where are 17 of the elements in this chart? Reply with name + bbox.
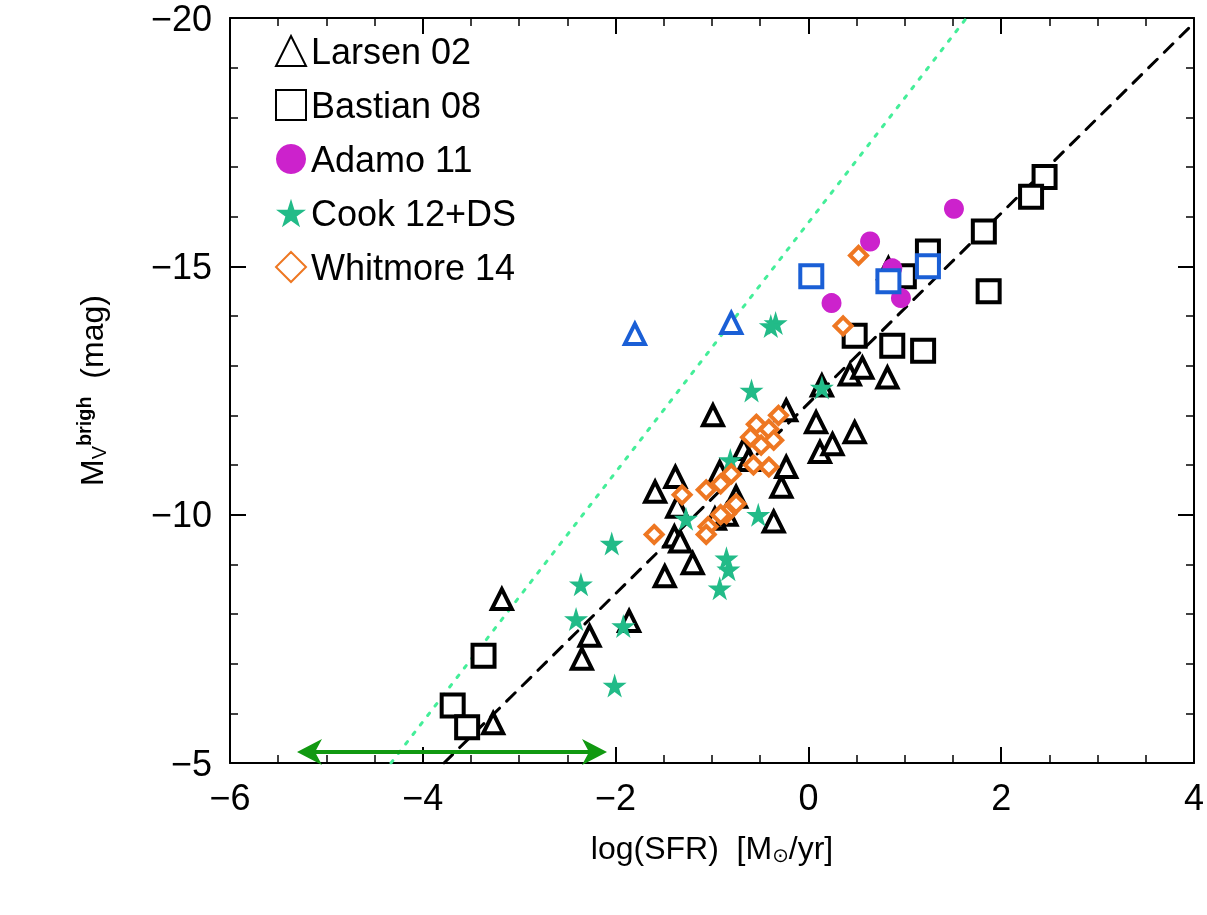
x-axis-title: log(SFR) [M⊙/yr] — [590, 830, 834, 867]
x-tick-label: −2 — [595, 776, 637, 818]
x-tick-label: 2 — [991, 776, 1012, 818]
y-tick-label: −15 — [150, 245, 212, 287]
legend-label: Bastian 08 — [311, 84, 482, 126]
legend-label: Larsen 02 — [311, 30, 472, 72]
y-tick-label: −5 — [170, 742, 212, 784]
x-tick-label: 4 — [1183, 776, 1204, 818]
legend-label: Cook 12+DS — [311, 192, 517, 234]
x-tick-label: −4 — [402, 776, 444, 818]
legend-label: Adamo 11 — [311, 138, 473, 180]
y-axis-title: MVbrigh (mag) — [73, 295, 111, 486]
y-tick-label: −10 — [150, 494, 212, 536]
x-tick-label: 0 — [798, 776, 819, 818]
x-tick-label: −6 — [209, 776, 251, 818]
legend-label: Whitmore 14 — [311, 246, 516, 288]
y-tick-label: −20 — [150, 0, 212, 39]
